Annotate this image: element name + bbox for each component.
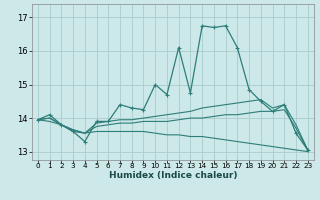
X-axis label: Humidex (Indice chaleur): Humidex (Indice chaleur)	[108, 171, 237, 180]
